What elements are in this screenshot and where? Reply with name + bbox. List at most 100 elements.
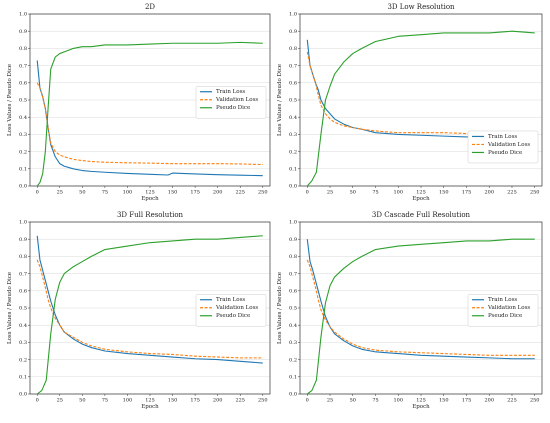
series-line-pseudo-dice	[306, 238, 535, 395]
y-axis-label: Loss Values / Pseudo Dice	[7, 272, 13, 344]
x-tick-label: 25	[327, 190, 333, 196]
legend-label: Pseudo Dice	[216, 313, 250, 319]
x-tick-label: 50	[350, 398, 356, 404]
y-tick-label: 0.6	[19, 81, 27, 87]
x-tick-label: 150	[168, 190, 178, 196]
x-tick-label: 75	[372, 190, 378, 196]
y-tick-label: 0.9	[289, 29, 297, 35]
y-tick-label: 0.1	[19, 167, 27, 173]
chart-title: 3D Low Resolution	[387, 3, 455, 11]
y-tick-label: 1.0	[19, 220, 27, 226]
y-tick-label: 0.9	[19, 237, 27, 243]
y-tick-label: 0.4	[289, 115, 297, 121]
chart-title: 3D Cascade Full Resolution	[372, 211, 471, 219]
x-tick-label: 125	[416, 190, 426, 196]
y-tick-label: 0.6	[289, 289, 297, 295]
x-tick-label: 50	[79, 398, 85, 404]
x-tick-label: 50	[350, 190, 356, 196]
x-tick-label: 0	[306, 190, 309, 196]
y-tick-label: 0.4	[289, 323, 297, 329]
x-tick-label: 200	[213, 190, 223, 196]
y-tick-label: 0.2	[289, 357, 297, 363]
series-line-train-loss	[306, 239, 535, 360]
y-tick-label: 0.6	[289, 81, 297, 87]
y-tick-label: 0.0	[289, 392, 297, 398]
x-tick-label: 100	[393, 398, 403, 404]
y-tick-label: 0.4	[19, 323, 27, 329]
legend-label: Validation Loss	[215, 97, 258, 103]
legend-label: Pseudo Dice	[488, 150, 522, 156]
chart-panel-3: 0.0 0.1 0.2 0.3 0.4 0.5 0.6 0.7 0.8 0.9 1.0 0 25 50 75…	[7, 211, 271, 410]
series-line-validation-loss	[36, 259, 263, 359]
y-axis-label: Loss Values / Pseudo Dice	[7, 64, 13, 136]
y-tick-label: 0.3	[19, 340, 27, 346]
y-tick-label: 0.9	[19, 29, 27, 35]
y-tick-label: 1.0	[19, 12, 27, 18]
series-line-validation-loss	[306, 259, 535, 356]
x-tick-label: 150	[439, 398, 449, 404]
x-tick-label: 0	[36, 398, 39, 404]
y-tick-label: 0.0	[19, 184, 27, 190]
legend-label: Validation Loss	[487, 305, 530, 311]
x-tick-label: 75	[372, 398, 378, 404]
legend-label: Pseudo Dice	[216, 105, 250, 111]
x-axis-label: Epoch	[141, 196, 159, 202]
y-tick-label: 0.0	[19, 392, 27, 398]
y-tick-label: 0.8	[289, 46, 297, 52]
x-tick-label: 75	[102, 190, 108, 196]
y-tick-label: 0.8	[19, 254, 27, 260]
y-tick-label: 1.0	[289, 12, 297, 18]
legend-box	[195, 293, 267, 327]
x-tick-label: 50	[79, 190, 85, 196]
x-tick-label: 225	[235, 398, 245, 404]
legend: Train Loss Validation Loss Pseudo Dice	[195, 85, 267, 119]
x-tick-label: 125	[145, 398, 155, 404]
x-tick-label: 250	[258, 190, 268, 196]
legend-label: Train Loss	[488, 134, 517, 140]
x-tick-label: 175	[462, 190, 472, 196]
chart-panel-4: 0.0 0.1 0.2 0.3 0.4 0.5 0.6 0.7 0.8 0.9 1.0 0 25 50 75…	[277, 211, 543, 410]
x-tick-label: 175	[190, 190, 200, 196]
x-tick-label: 225	[235, 190, 245, 196]
series-line-validation-loss	[36, 82, 263, 166]
y-tick-label: 0.3	[289, 132, 297, 138]
legend-box	[467, 130, 539, 164]
legend: Train Loss Validation Loss Pseudo Dice	[195, 293, 267, 327]
legend-label: Validation Loss	[215, 305, 258, 311]
y-tick-label: 0.2	[289, 149, 297, 155]
series-line-pseudo-dice	[306, 30, 535, 187]
x-tick-label: 225	[507, 190, 517, 196]
legend: Train Loss Validation Loss Pseudo Dice	[467, 130, 539, 164]
x-tick-label: 125	[145, 190, 155, 196]
y-axis-label: Loss Values / Pseudo Dice	[277, 64, 283, 136]
x-tick-label: 200	[484, 398, 494, 404]
y-tick-label: 0.3	[289, 340, 297, 346]
x-tick-label: 100	[123, 190, 133, 196]
x-tick-label: 150	[439, 190, 449, 196]
y-tick-label: 0.5	[19, 98, 27, 104]
y-tick-label: 0.4	[19, 115, 27, 121]
y-tick-label: 0.0	[289, 184, 297, 190]
x-tick-label: 225	[507, 398, 517, 404]
y-tick-label: 0.7	[289, 63, 297, 69]
x-tick-label: 175	[190, 398, 200, 404]
x-tick-label: 200	[484, 190, 494, 196]
legend: Train Loss Validation Loss Pseudo Dice	[467, 293, 539, 327]
chart-panel-1: 0.0 0.1 0.2 0.3 0.4 0.5 0.6 0.7 0.8 0.9 1.0 0 25 50 75…	[7, 3, 271, 202]
legend-label: Validation Loss	[487, 142, 530, 148]
y-tick-label: 0.1	[289, 167, 297, 173]
x-tick-label: 250	[530, 190, 540, 196]
x-tick-label: 25	[57, 190, 63, 196]
series-line-pseudo-dice	[36, 41, 263, 187]
x-tick-label: 200	[213, 398, 223, 404]
chart-title: 3D Full Resolution	[117, 211, 184, 219]
x-tick-label: 0	[36, 190, 39, 196]
y-tick-label: 0.7	[19, 63, 27, 69]
x-axis-label: Epoch	[412, 404, 430, 410]
x-tick-label: 250	[530, 398, 540, 404]
x-tick-label: 175	[462, 398, 472, 404]
series-line-train-loss	[36, 235, 263, 364]
legend-label: Pseudo Dice	[488, 313, 522, 319]
